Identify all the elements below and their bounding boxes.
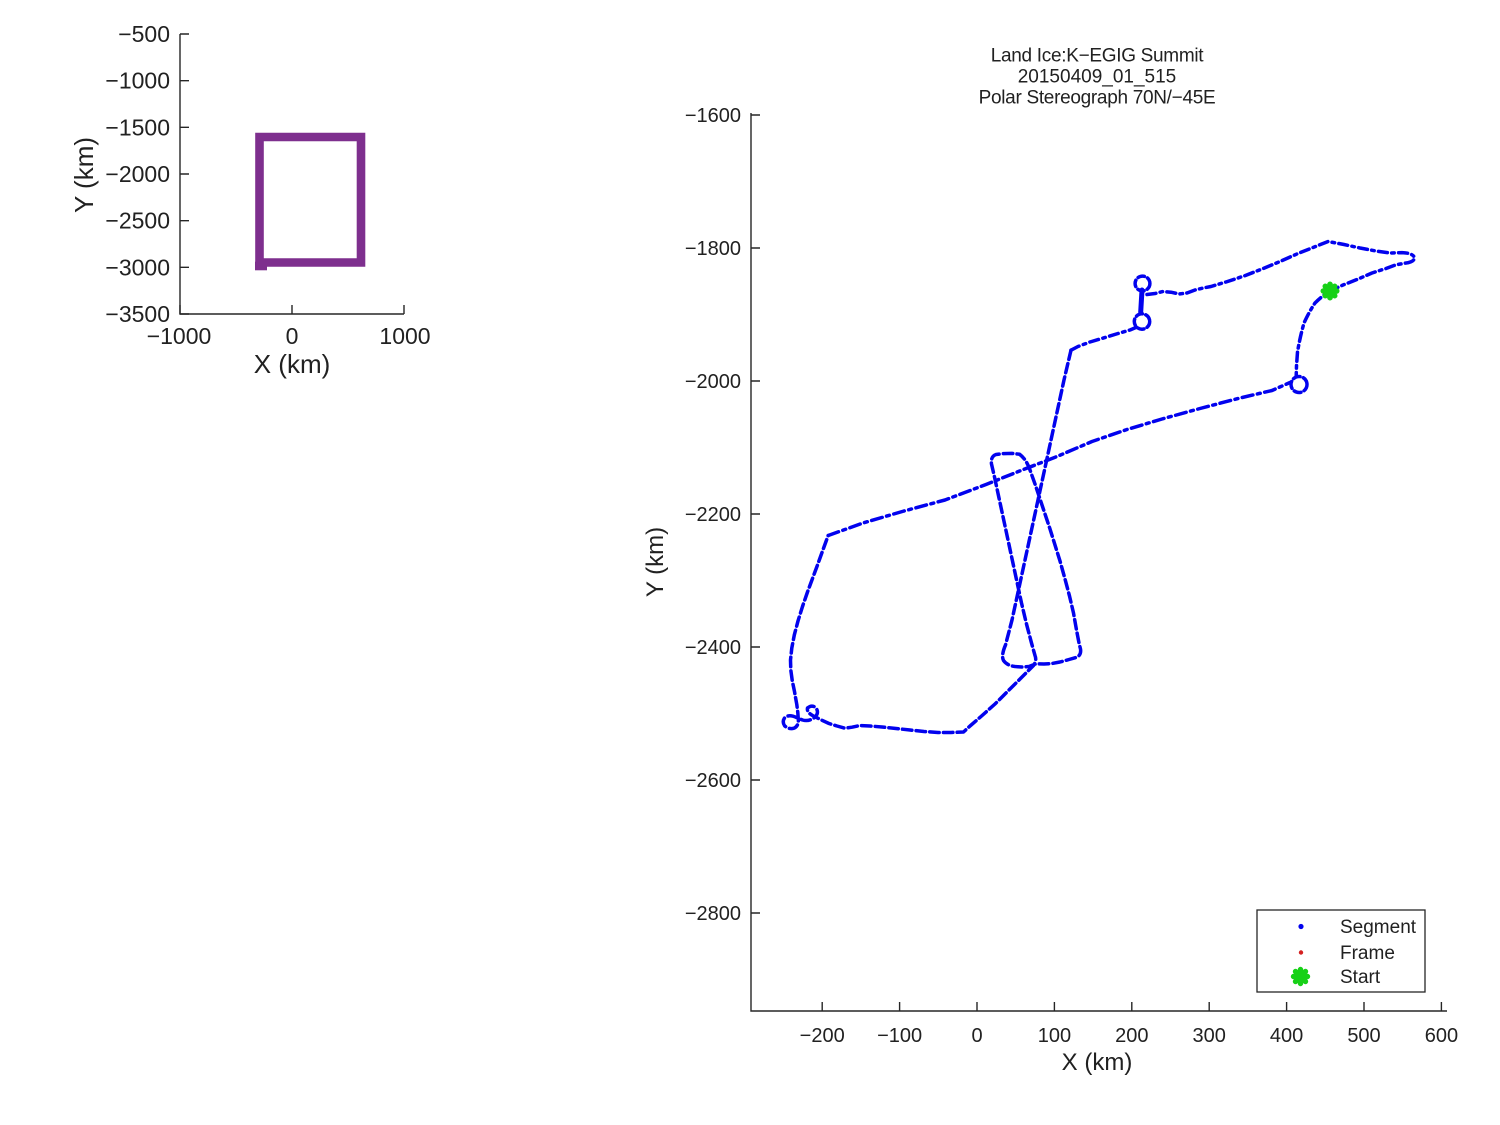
svg-text:100: 100 [1038, 1025, 1071, 1047]
svg-text:−1000: −1000 [105, 68, 170, 94]
svg-text:Y (km): Y (km) [642, 527, 669, 597]
svg-text:−1500: −1500 [105, 114, 170, 140]
svg-text:−2200: −2200 [685, 504, 741, 526]
svg-text:500: 500 [1347, 1025, 1380, 1047]
svg-text:−2500: −2500 [105, 208, 170, 234]
svg-text:−1800: −1800 [685, 238, 741, 260]
svg-text:200: 200 [1115, 1025, 1148, 1047]
svg-text:−100: −100 [877, 1025, 922, 1047]
svg-text:Start: Start [1340, 967, 1381, 988]
svg-text:Polar Stereograph 70N/−45E: Polar Stereograph 70N/−45E [979, 88, 1216, 109]
svg-text:X (km): X (km) [254, 349, 331, 379]
svg-text:−2000: −2000 [105, 161, 170, 187]
svg-text:1000: 1000 [379, 323, 430, 349]
svg-text:−1600: −1600 [685, 105, 741, 127]
svg-text:−1000: −1000 [147, 323, 212, 349]
svg-text:−500: −500 [118, 21, 170, 47]
svg-text:−2600: −2600 [685, 770, 741, 792]
svg-text:Land Ice:K−EGIG Summit: Land Ice:K−EGIG Summit [991, 46, 1205, 67]
svg-text:300: 300 [1193, 1025, 1226, 1047]
svg-text:600: 600 [1425, 1025, 1458, 1047]
svg-text:−2800: −2800 [685, 903, 741, 925]
svg-text:400: 400 [1270, 1025, 1303, 1047]
svg-text:20150409_01_515: 20150409_01_515 [1018, 67, 1177, 88]
svg-text:Frame: Frame [1340, 943, 1395, 964]
svg-text:−3500: −3500 [105, 301, 170, 327]
svg-text:−2000: −2000 [685, 371, 741, 393]
svg-text:X (km): X (km) [1062, 1049, 1133, 1076]
svg-text:Segment: Segment [1340, 917, 1417, 938]
svg-text:−200: −200 [800, 1025, 845, 1047]
svg-text:−2400: −2400 [685, 637, 741, 659]
svg-text:−3000: −3000 [105, 254, 170, 280]
svg-text:Y (km): Y (km) [69, 137, 99, 213]
svg-text:0: 0 [971, 1025, 982, 1047]
svg-text:0: 0 [286, 323, 299, 349]
